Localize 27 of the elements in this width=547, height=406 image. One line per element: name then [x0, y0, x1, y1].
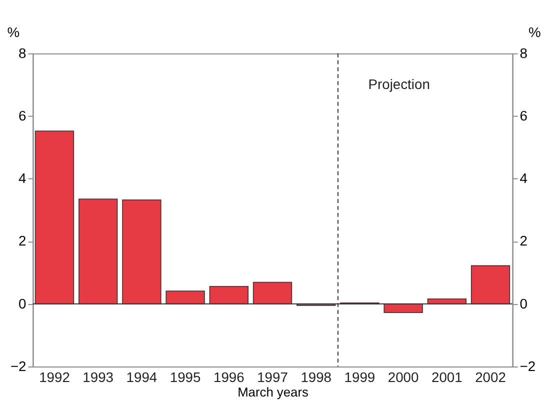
- y2-tick-label: 0: [520, 295, 528, 312]
- y2-axis-title: %: [528, 24, 541, 40]
- y2-tick-label: 6: [520, 107, 528, 124]
- x-tick-label: 2001: [431, 368, 463, 385]
- y-tick-label: 8: [18, 44, 27, 61]
- x-tick-label: 2002: [475, 368, 506, 385]
- ref-line-label: Projection: [368, 76, 430, 92]
- x-tick-label: 1999: [344, 368, 376, 385]
- y-tick-label: 2: [18, 232, 27, 249]
- x-axis-title: March years: [238, 384, 308, 400]
- y2-tick-label: 8: [520, 44, 528, 61]
- x-tick-label: 1994: [126, 368, 158, 385]
- x-tick-label: 1995: [170, 368, 202, 385]
- y-tick-label: 6: [18, 107, 27, 124]
- y2-tick-label: 2: [520, 232, 528, 249]
- x-tick-label: 2000: [388, 368, 420, 385]
- y-tick-label: 4: [18, 170, 27, 186]
- x-tick-label: 1992: [39, 368, 70, 385]
- x-tick-label: 1993: [82, 368, 114, 385]
- x-tick-label: 1997: [257, 368, 288, 385]
- x-tick-label: 1996: [213, 368, 245, 385]
- y2-tick-label: 4: [520, 170, 528, 186]
- y-tick-label: 0: [18, 295, 27, 312]
- y2-tick-label: −2: [520, 358, 536, 374]
- x-tick-label: 1998: [300, 368, 332, 385]
- y-axis-title: %: [7, 24, 20, 40]
- y-tick-label: −2: [10, 358, 27, 374]
